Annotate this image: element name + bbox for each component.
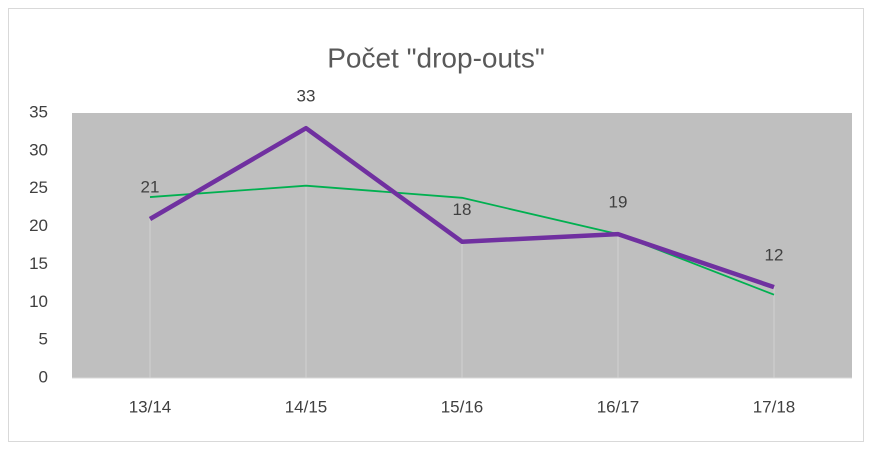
data-line xyxy=(148,125,775,290)
x-tick-label: 17/18 xyxy=(753,397,796,416)
y-tick-label: 30 xyxy=(29,140,48,159)
chart-title: Počet "drop-outs" xyxy=(327,42,545,73)
y-tick-label: 15 xyxy=(29,254,48,273)
x-tick-label: 13/14 xyxy=(129,397,172,416)
x-tick-label: 14/15 xyxy=(285,397,328,416)
data-label: 33 xyxy=(297,87,316,106)
y-tick-label: 0 xyxy=(39,367,48,386)
data-label: 12 xyxy=(765,246,784,265)
x-tick-label: 15/16 xyxy=(441,397,484,416)
data-label: 18 xyxy=(453,200,472,219)
data-label: 19 xyxy=(609,193,628,212)
y-tick-label: 20 xyxy=(29,216,48,235)
y-tick-label: 5 xyxy=(39,330,48,349)
trend-line xyxy=(149,184,775,296)
y-tick-label: 10 xyxy=(29,292,48,311)
y-tick-label: 35 xyxy=(29,102,48,121)
x-tick-label: 16/17 xyxy=(597,397,640,416)
y-tick-label: 25 xyxy=(29,178,48,197)
data-label: 21 xyxy=(141,177,160,196)
